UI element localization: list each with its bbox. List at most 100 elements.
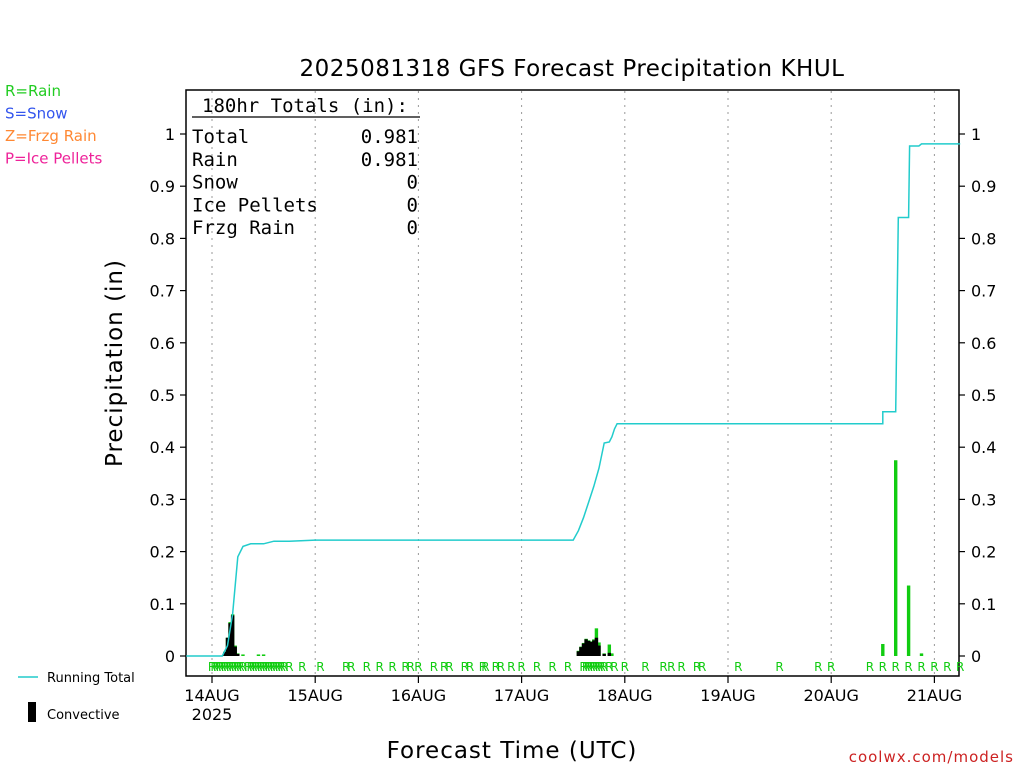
- precip-type-mark: R: [641, 660, 649, 674]
- y-tick-label-left: 0.6: [150, 334, 175, 353]
- precip-type-mark: R: [564, 660, 572, 674]
- y-axis-left: 0 0.1 0.2 0.3 0.4 0.5 0.6 0.7 0.8 0.9 1: [150, 125, 186, 666]
- precip-type-mark: R: [376, 660, 384, 674]
- precip-type-mark: R: [218, 660, 226, 674]
- convective-legend-swatch: [28, 702, 36, 722]
- precip-type-legend-item: S=Snow: [5, 105, 68, 123]
- precip-type-mark: R: [775, 660, 783, 674]
- rain-bar: [607, 644, 612, 656]
- precip-type-mark: R: [481, 660, 489, 674]
- x-tick-label: 15AUG: [287, 686, 342, 705]
- precip-type-mark: R: [548, 660, 556, 674]
- rain-bar: [881, 643, 885, 656]
- precip-type-mark: R: [236, 660, 244, 674]
- precip-type-mark: R: [734, 660, 742, 674]
- y-tick-label-right: 0.7: [971, 282, 996, 301]
- precip-type-mark: R: [466, 660, 474, 674]
- precip-type-mark: R: [461, 660, 469, 674]
- x-tick-label: 18AUG: [597, 686, 652, 705]
- convective-bar: [228, 623, 232, 656]
- x-tick-label: 16AUG: [391, 686, 446, 705]
- precip-type-mark: R: [605, 660, 613, 674]
- y-tick-label-right: 0.8: [971, 229, 996, 248]
- convective-bar: [223, 651, 227, 656]
- precip-type-mark: R: [223, 660, 231, 674]
- x-tick-label: 21AUG: [907, 686, 962, 705]
- rain-bar: [261, 654, 266, 656]
- rain-bar: [919, 653, 924, 656]
- precip-type-mark: R: [239, 660, 247, 674]
- precip-type-mark: R: [262, 660, 270, 674]
- y-tick-label-left: 0.5: [150, 386, 175, 405]
- precip-type-mark: R: [247, 660, 255, 674]
- precip-type-mark: R: [210, 660, 218, 674]
- precip-type-mark: R: [254, 660, 262, 674]
- y-tick-label-right: 0.9: [971, 177, 996, 196]
- precip-type-mark: R: [216, 660, 224, 674]
- totals-row-value: 0: [407, 217, 418, 239]
- y-tick-label-right: 0.4: [971, 438, 996, 457]
- y-tick-label-right: 1: [971, 125, 981, 144]
- convective-bar: [579, 647, 583, 656]
- precip-type-mark: R: [249, 660, 257, 674]
- x-tick-label: 14AUG: [184, 686, 239, 705]
- convective-bar: [594, 637, 599, 656]
- precip-type-mark: R: [277, 660, 285, 674]
- convective-bar: [602, 653, 606, 656]
- line-legend: Running Total Convective: [18, 671, 135, 723]
- precip-type-mark: R: [693, 660, 701, 674]
- precip-type-mark: R: [401, 660, 409, 674]
- y-tick-label-left: 1: [165, 125, 175, 144]
- precip-type-mark: R: [814, 660, 822, 674]
- precip-type-legend: R=Rain S=Snow Z=Frzg Rain P=Ice Pellets: [5, 82, 102, 168]
- y-tick-label-left: 0.2: [150, 543, 175, 562]
- y-tick-label-right: 0.1: [971, 595, 996, 614]
- precip-type-mark: R: [621, 660, 629, 674]
- y-tick-label-right: 0.5: [971, 386, 996, 405]
- totals-rows: Total 0.981 Rain 0.981 Snow 0 Ice Pellets 0 Frzg…: [192, 126, 418, 239]
- totals-row-label: Total: [192, 126, 249, 148]
- precip-type-mark: R: [445, 660, 453, 674]
- precip-type-mark: R: [579, 660, 587, 674]
- precip-type-mark: R: [698, 660, 706, 674]
- totals-row-value: 0.981: [361, 149, 418, 171]
- totals-row-value: 0: [407, 194, 418, 216]
- convective-bar: [584, 639, 588, 656]
- precip-type-mark: R: [497, 660, 505, 674]
- precip-type-mark: R: [388, 660, 396, 674]
- precip-type-mark: R: [252, 660, 260, 674]
- x-tick-label: 19AUG: [700, 686, 755, 705]
- precip-type-mark: R: [228, 660, 236, 674]
- plot-frame: [185, 89, 960, 677]
- precip-type-mark: R: [866, 660, 874, 674]
- precip-type-mark: R: [917, 660, 925, 674]
- precip-type-mark: R: [440, 660, 448, 674]
- precip-type-mark: R: [267, 660, 275, 674]
- totals-box: 180hr Totals (in): Total 0.981 Rain 0.981 Sn…: [192, 95, 420, 239]
- x-tick-label: 20AUG: [803, 686, 858, 705]
- rain-bar: [256, 654, 261, 656]
- precip-type-mark: R: [667, 660, 675, 674]
- precip-type-mark: R: [597, 660, 605, 674]
- precip-type-mark: R: [414, 660, 422, 674]
- precip-type-mark: R: [213, 660, 221, 674]
- y-tick-label-right: 0.6: [971, 334, 996, 353]
- precip-type-mark: R: [585, 660, 593, 674]
- convective-bar: [581, 643, 586, 656]
- precip-type-mark: R: [265, 660, 273, 674]
- y-tick-label-right: 0.2: [971, 543, 996, 562]
- x-tick-label: 17AUG: [494, 686, 549, 705]
- precip-type-mark: R: [533, 660, 541, 674]
- totals-row-label: Frzg Rain: [192, 217, 295, 239]
- totals-row-value: 0: [407, 172, 418, 194]
- precip-type-mark: R: [587, 660, 595, 674]
- precip-type-mark: R: [221, 660, 229, 674]
- y-axis-right: 0 0.1 0.2 0.3 0.4 0.5 0.6 0.7 0.8 0.9 1: [959, 125, 996, 666]
- precip-type-mark: R: [280, 660, 288, 674]
- rain-bar: [894, 460, 898, 656]
- running-total-line: [186, 143, 961, 657]
- precip-type-mark: R: [342, 660, 350, 674]
- precip-type-mark: R: [904, 660, 912, 674]
- y-axis-title: Precipitation (in): [102, 259, 128, 467]
- rain-bar: [241, 654, 245, 656]
